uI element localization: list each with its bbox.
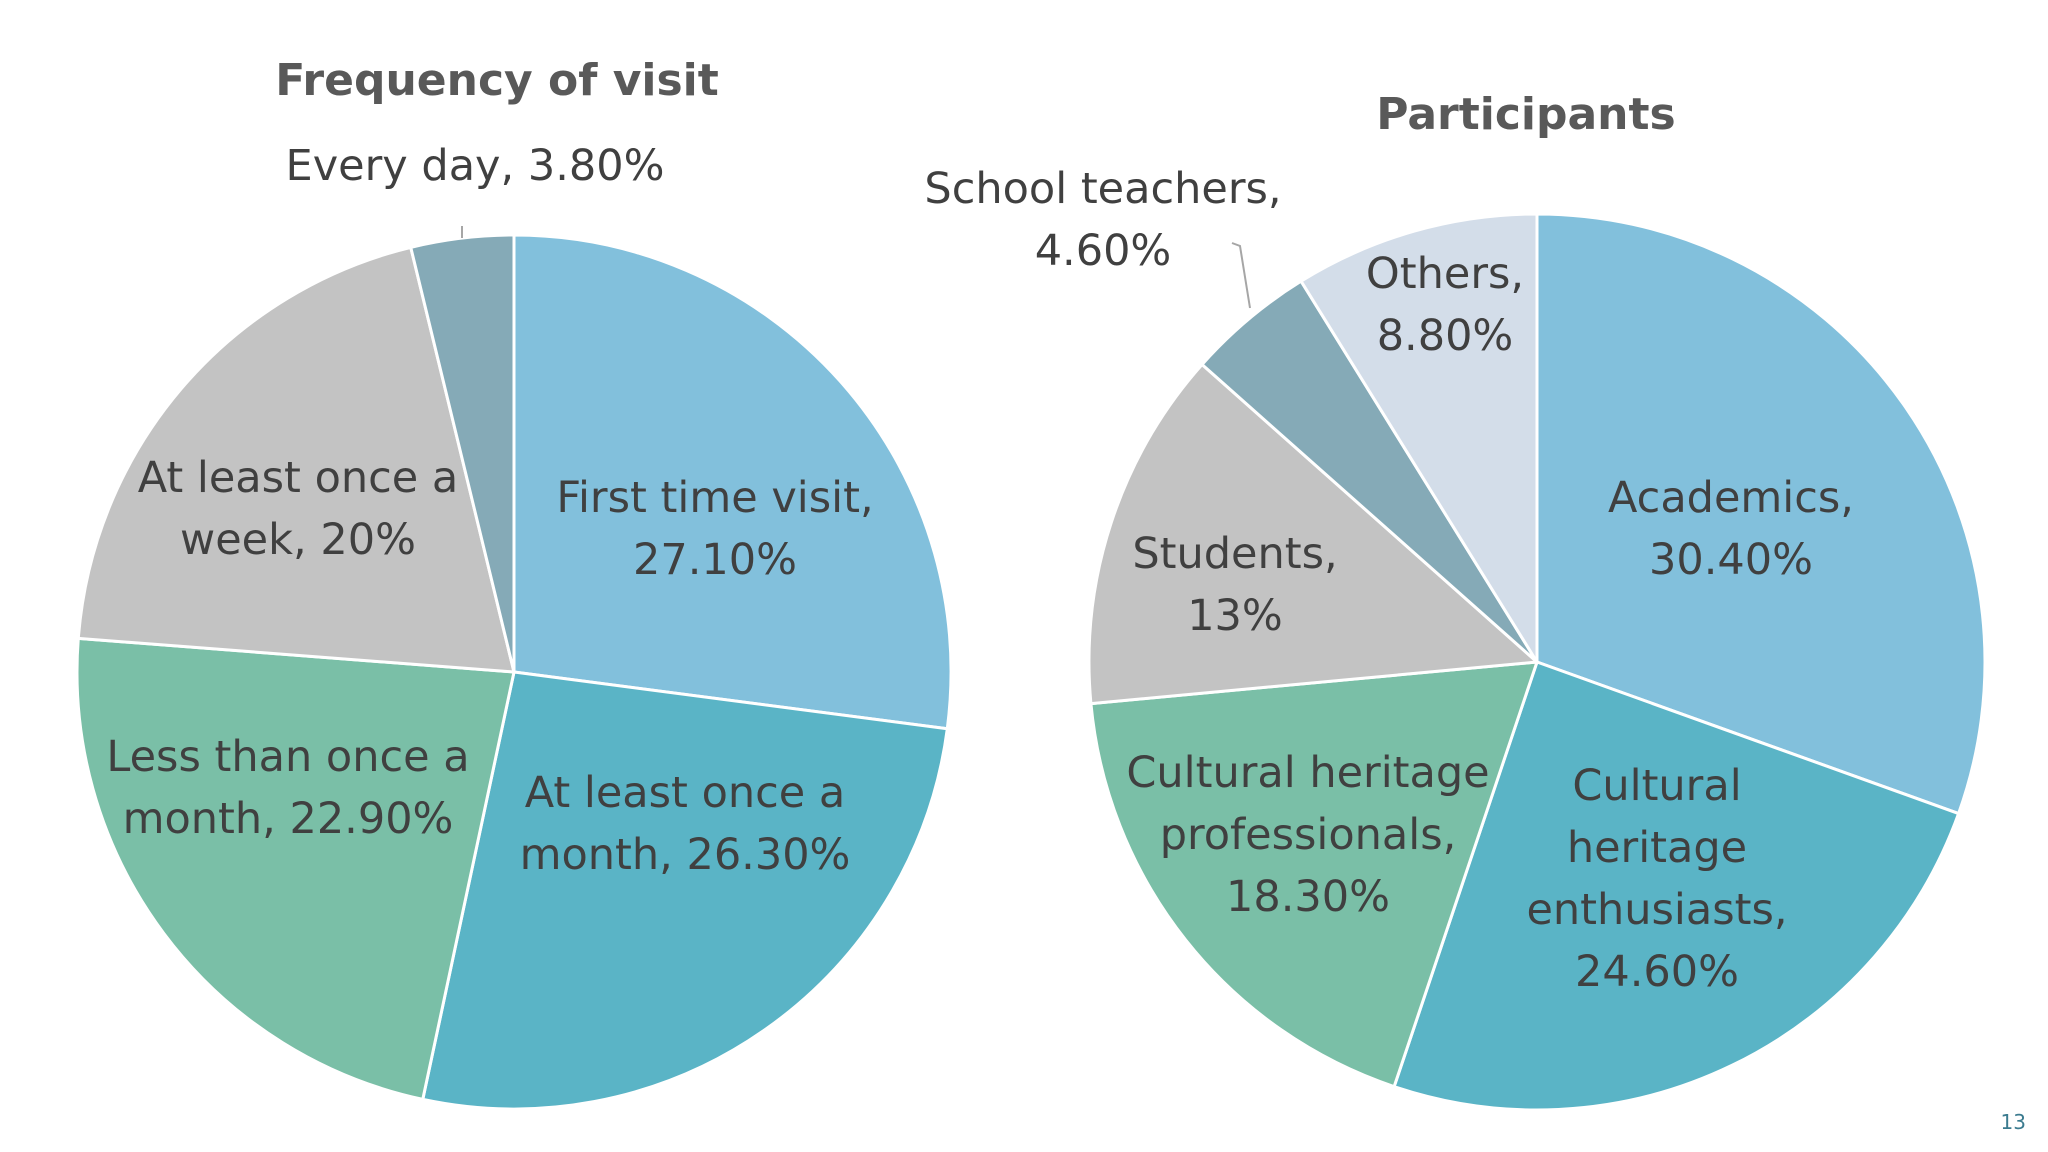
- pie-participants: Academics, 30.40% Cultural heritage enthusia…: [924, 164, 1987, 1112]
- pie-slice-at-least-once-a-month: [421, 670, 949, 1111]
- pie-slice-cultural-heritage-professionals: [1089, 660, 1539, 1089]
- slice-label-others: Others, 8.80%: [1366, 249, 1524, 361]
- slice-label-less-than-once-a-month: Less than once a month, 22.90%: [106, 732, 469, 844]
- pie-slice-every-day: [409, 233, 516, 674]
- slice-label-every-day: Every day, 3.80%: [286, 141, 665, 191]
- page-number: 13: [2000, 1110, 2026, 1134]
- pie-slice-at-least-once-a-week: [76, 245, 516, 674]
- slice-label-first-time-visit: First time visit, 27.10%: [556, 473, 873, 585]
- slice-label-academics: Academics, 30.40%: [1608, 473, 1854, 585]
- slice-label-at-least-once-a-week: At least once a week, 20%: [138, 453, 459, 565]
- pie-slice-students: [1087, 362, 1539, 706]
- slice-label-cultural-heritage-enthusiasts: Cultural heritage enthusiasts, 24.60%: [1526, 761, 1787, 997]
- slice-label-school-teachers: School teachers, 4.60%: [924, 164, 1281, 276]
- leader-line-school-teachers: [1231, 242, 1251, 309]
- chart-title-frequency: Frequency of visit: [275, 55, 719, 106]
- slice-label-cultural-heritage-professionals: Cultural heritage professionals, 18.30%: [1126, 748, 1489, 922]
- chart-title-participants: Participants: [1376, 89, 1675, 140]
- pie-slice-others: [1299, 212, 1539, 664]
- pie-slice-cultural-heritage-enthusiasts: [1392, 660, 1961, 1112]
- slice-label-students: Students, 13%: [1132, 529, 1337, 641]
- pie-slice-less-than-once-a-month: [75, 636, 516, 1101]
- pie-frequency-of-visit: First time visit, 27.10% At least once a mo…: [75, 141, 953, 1111]
- pie-slice-first-time-visit: [512, 233, 953, 731]
- pie-slice-academics: [1535, 212, 1987, 816]
- slice-label-at-least-once-a-month: At least once a month, 26.30%: [520, 768, 851, 880]
